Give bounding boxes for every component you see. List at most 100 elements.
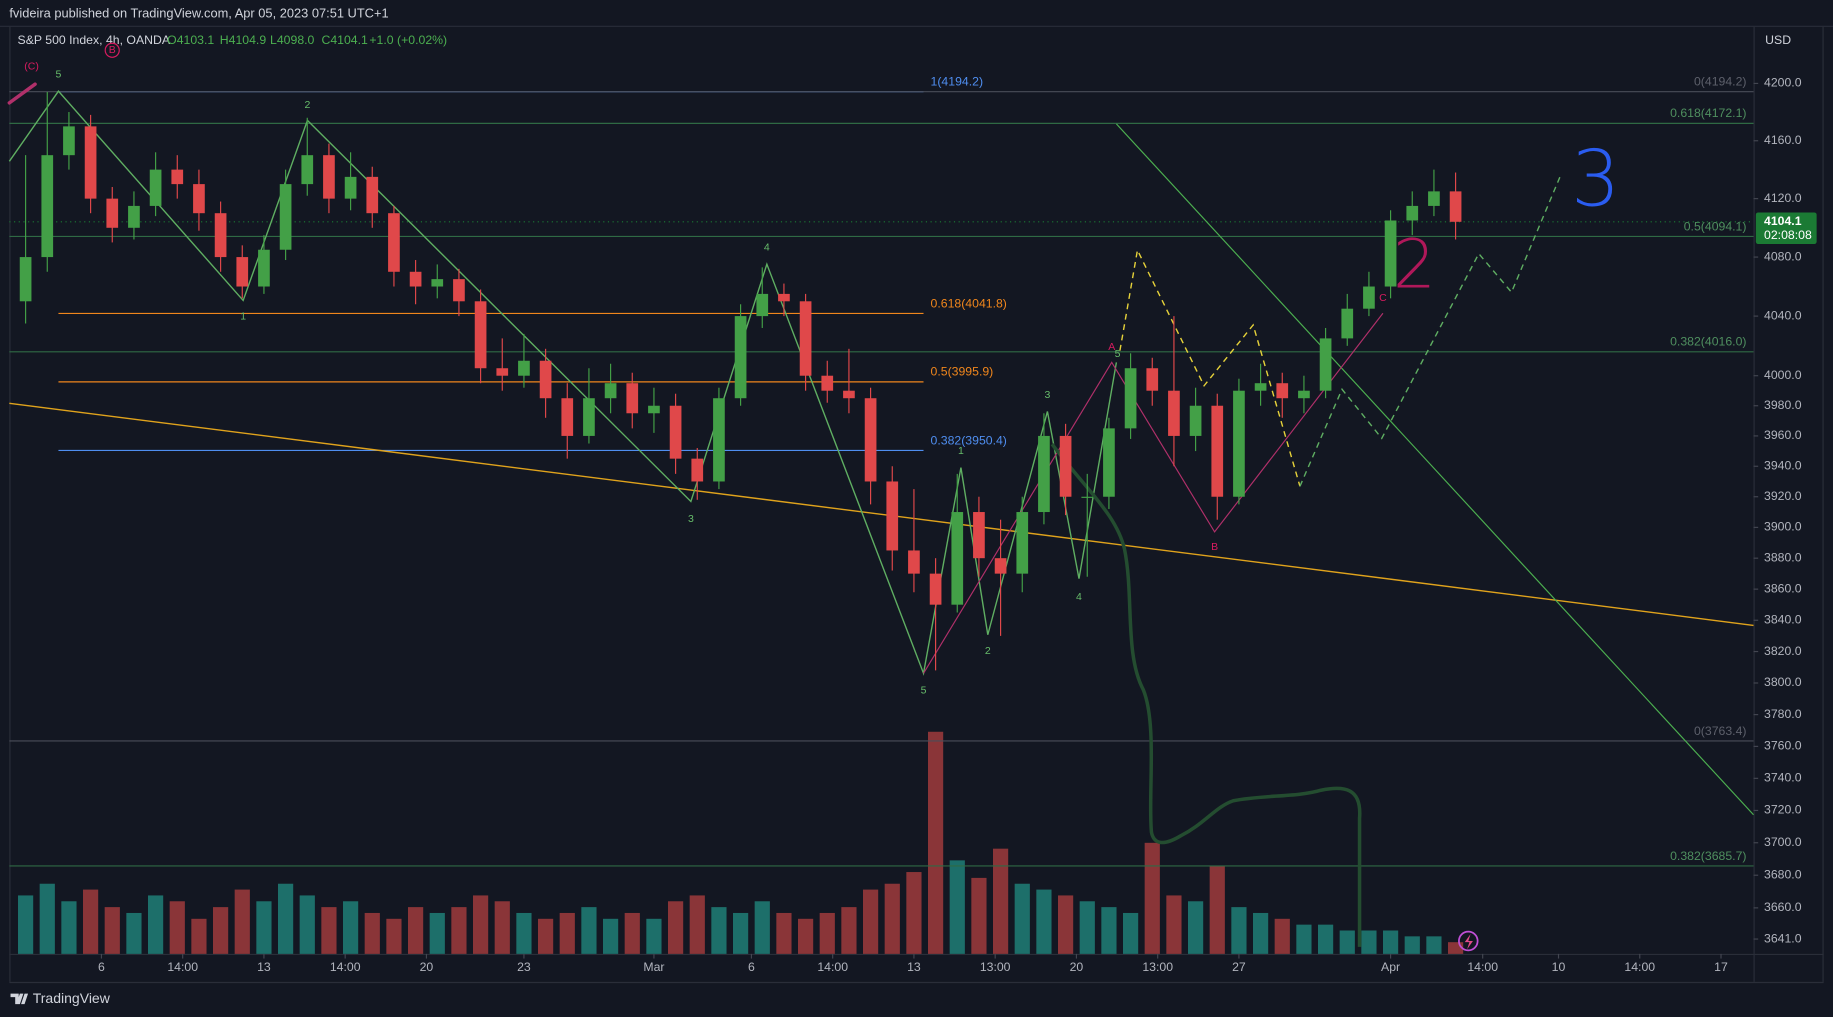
volume-bar (169, 901, 185, 954)
volume-bar (256, 901, 272, 954)
candle-body (431, 279, 444, 287)
publisher: fvideira published on TradingView.com, A… (9, 5, 388, 20)
fib-label: 0.382(3685.7) (1670, 849, 1746, 863)
x-tick-label: 13:00 (1142, 960, 1173, 974)
candle-body (128, 205, 140, 228)
wave-label: 1 (958, 445, 964, 457)
x-tick-label: 17 (1714, 960, 1728, 974)
wave-label: 3 (1044, 389, 1050, 401)
volume-bar (1404, 936, 1420, 954)
volume-bar (689, 895, 705, 954)
x-tick-label: 13:00 (980, 960, 1011, 974)
candle-layer (19, 91, 1462, 671)
y-tick-label: 3860.0 (1764, 581, 1802, 595)
volume-bar (797, 918, 814, 954)
volume-bar (104, 907, 120, 954)
x-tick-label: 14:00 (1624, 960, 1655, 974)
candle-body (626, 383, 639, 414)
candle-body (799, 301, 812, 376)
volume-bar (213, 907, 229, 954)
candle-body (193, 184, 205, 214)
volume-bar (559, 912, 575, 954)
fib-label: 0(3763.4) (1694, 724, 1747, 738)
candle-body (821, 375, 834, 391)
volume-bar (429, 912, 445, 954)
volume-bar (1166, 895, 1182, 954)
volume-bar (1231, 907, 1247, 954)
volume-bar (841, 907, 857, 954)
candle-body (843, 390, 855, 399)
candle-body (713, 398, 725, 482)
volume-bar (646, 918, 662, 954)
volume-bar (451, 907, 467, 954)
y-tick-label: 4080.0 (1764, 249, 1802, 263)
y-tick-label: 4120.0 (1764, 191, 1802, 205)
x-tick-label: 23 (517, 960, 531, 974)
y-tick-label: 3740.0 (1764, 771, 1802, 785)
fib-label: 0(4194.2) (1694, 75, 1747, 89)
volume-bar (819, 912, 835, 954)
volume-bar (732, 912, 749, 954)
candle-body (864, 398, 877, 482)
candle-body (366, 176, 379, 214)
wave-label: B (1211, 541, 1218, 553)
y-tick-label: 3900.0 (1764, 520, 1802, 534)
y-tick-label: 3680.0 (1764, 867, 1802, 881)
volume-bar (1101, 907, 1117, 954)
volume-bar (516, 912, 532, 954)
price-tag (1755, 212, 1817, 245)
volume-bar (1447, 942, 1464, 954)
candle-body (604, 383, 617, 399)
volume-bar (1209, 866, 1225, 954)
volume-bar (1036, 889, 1052, 954)
candle-body (1298, 390, 1310, 399)
x-tick-label: 6 (98, 960, 105, 974)
volume-bar (949, 860, 965, 954)
volume-bar (18, 895, 34, 954)
wave-label: 3 (688, 513, 694, 525)
candle-body (1059, 435, 1072, 497)
x-tick-label: 20 (1070, 960, 1084, 974)
wave-label: 5 (1115, 348, 1121, 360)
candle-body (1233, 390, 1245, 497)
candle-body (1103, 428, 1115, 497)
y-tick-label: 3880.0 (1764, 550, 1802, 564)
candle-body (778, 293, 790, 302)
candle-body (84, 126, 97, 199)
wave-label: 2 (985, 645, 991, 657)
volume-bar (494, 901, 510, 954)
wave-label: 4 (1076, 591, 1082, 603)
fib-label: 1(4194.2) (931, 75, 984, 89)
candle-body (669, 405, 682, 459)
volume-bar (1079, 901, 1095, 954)
volume-bar (61, 901, 77, 954)
candle-body (214, 213, 227, 258)
x-tick-label: 14:00 (167, 960, 198, 974)
change: +1.0 (+0.02%) (369, 33, 447, 47)
symbol: S&P 500 Index, 4h, OANDA (18, 33, 171, 47)
candle-body (1276, 383, 1289, 399)
ohlc-open: O4103.1 (167, 33, 214, 47)
volume-bar (992, 848, 1009, 954)
y-tick-label: 3760.0 (1764, 739, 1802, 753)
alert-icon-bolt (1464, 934, 1473, 950)
candle-body (344, 176, 357, 199)
x-tick-label: 10 (1552, 960, 1566, 974)
volume-bar (1122, 912, 1139, 954)
fib-label: 0.382(3950.4) (931, 433, 1007, 447)
candle-body (149, 169, 162, 206)
candle-body (301, 155, 314, 185)
volume-bar (278, 883, 294, 954)
candle-body (734, 316, 747, 399)
projection-line (1119, 247, 1301, 487)
volume-bar (386, 918, 402, 954)
y-tick-label: 4160.0 (1764, 133, 1802, 147)
volume-bar (1339, 930, 1355, 954)
candle-body (323, 155, 335, 199)
wave-label: 5 (56, 69, 62, 81)
volume-bar (1057, 895, 1074, 954)
volume-bar (1382, 930, 1399, 954)
candle-body (106, 198, 119, 228)
wave-label: A (1108, 341, 1115, 353)
